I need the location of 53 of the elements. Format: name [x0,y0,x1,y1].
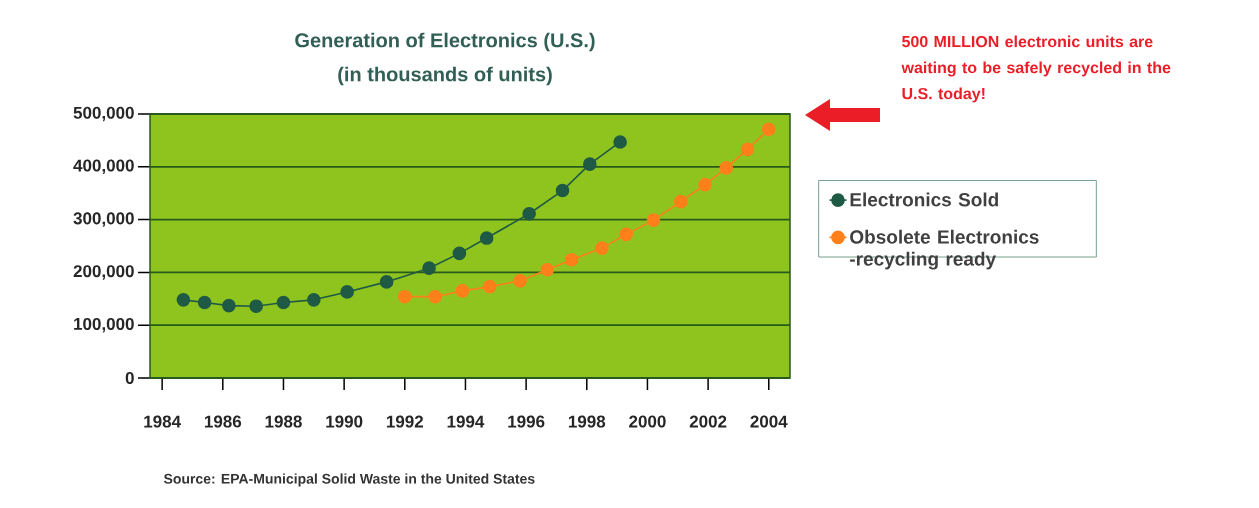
point [674,194,688,209]
point [222,298,236,313]
point [455,284,470,298]
y-tick-label: 0 [125,371,134,385]
point [197,295,212,310]
point [646,213,661,227]
y-tick-label: 500,000 [73,106,134,122]
x-tick-label: 1988 [265,415,302,428]
point [595,241,609,255]
legend-label: Electronics Sold [850,192,998,207]
point [613,135,627,149]
point [540,262,555,277]
point [397,289,412,304]
x-tick-label: 1990 [326,415,363,428]
point [276,295,291,310]
point [619,227,634,242]
y-tick-label: 300,000 [73,212,134,227]
y-tick-label: 100,000 [74,317,134,333]
point [452,246,467,261]
point [307,293,321,307]
point [522,206,536,221]
text: 500 MILLION electronic units are waiting to be safely recycled in the U.S. today! [901,35,1171,103]
x-tick-label: 1984 [144,415,181,428]
point [555,183,570,198]
y-tick-label: 200,000 [73,265,134,280]
point [249,299,263,313]
point [428,289,442,304]
point [482,279,497,294]
x-tick-label: 2000 [629,415,666,428]
x-tick-label: 2002 [689,415,727,428]
point [340,285,354,299]
x-tick-label: 1994 [447,415,485,428]
point [583,157,597,171]
chart-title: Generation of Electronics (U.S.) [295,32,595,52]
x-tick-label: 1992 [386,415,424,428]
point [761,122,776,137]
x-tick-label: 1986 [204,415,242,428]
point [740,142,755,157]
point [564,252,579,267]
point [479,231,494,245]
source-note: Source: EPA-Municipal Solid Waste in the United States [163,473,535,487]
x-tick-label: 1996 [508,415,545,428]
point [422,261,436,275]
x-tick-label: 1998 [568,415,606,428]
point [176,293,191,307]
point [698,177,712,192]
point [719,161,734,175]
point [513,274,527,288]
x-tick-label: 2004 [750,415,788,428]
point [379,275,394,289]
y-tick-label: 400,000 [73,159,134,175]
chart-subtitle: (in thousands of units) [338,66,552,86]
legend-label: Obsolete Electronics -recycling ready [850,229,1039,270]
